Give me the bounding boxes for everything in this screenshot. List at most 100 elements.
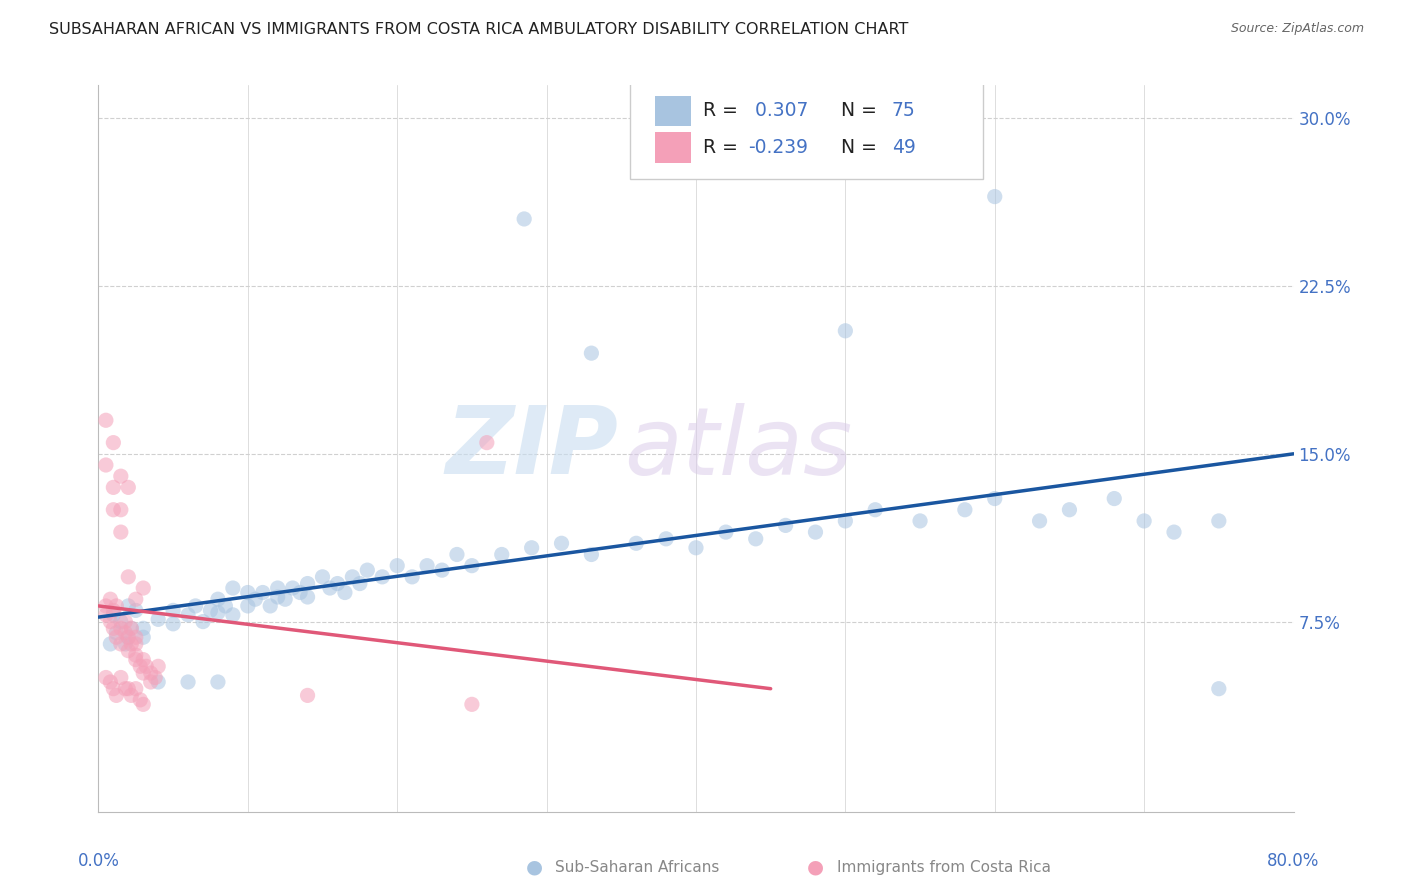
Point bbox=[461, 698, 484, 712]
Point bbox=[139, 675, 162, 690]
Point bbox=[117, 480, 139, 494]
Text: Immigrants from Costa Rica: Immigrants from Costa Rica bbox=[837, 860, 1050, 874]
Point bbox=[117, 570, 139, 584]
Point bbox=[103, 621, 125, 635]
Point bbox=[385, 558, 409, 573]
Point bbox=[114, 681, 136, 696]
Text: ●: ● bbox=[807, 857, 824, 877]
Text: -0.239: -0.239 bbox=[748, 137, 808, 157]
Point bbox=[103, 607, 125, 622]
Point bbox=[98, 615, 122, 629]
Point bbox=[110, 502, 132, 516]
Point bbox=[184, 599, 207, 613]
Point bbox=[1028, 514, 1050, 528]
Point bbox=[288, 585, 311, 599]
Point bbox=[129, 659, 152, 673]
Point bbox=[775, 518, 797, 533]
Point bbox=[953, 502, 976, 516]
Point bbox=[132, 698, 155, 712]
Point bbox=[132, 666, 155, 681]
Point bbox=[1104, 491, 1126, 506]
Point bbox=[143, 671, 166, 685]
Point bbox=[207, 606, 229, 620]
Point bbox=[98, 637, 122, 651]
Point bbox=[1208, 514, 1230, 528]
Point bbox=[984, 491, 1007, 506]
Point bbox=[475, 435, 498, 450]
Point bbox=[135, 659, 157, 673]
Point bbox=[117, 681, 139, 696]
Point bbox=[98, 592, 122, 607]
Point bbox=[110, 469, 132, 483]
Point bbox=[125, 630, 148, 644]
Point bbox=[513, 211, 536, 226]
Point bbox=[103, 603, 125, 617]
Point bbox=[120, 637, 142, 651]
Point bbox=[125, 603, 148, 617]
Point bbox=[416, 558, 439, 573]
Text: 75: 75 bbox=[891, 102, 915, 120]
Point bbox=[281, 581, 304, 595]
Point bbox=[103, 502, 125, 516]
Point bbox=[94, 607, 117, 622]
Text: N =: N = bbox=[828, 102, 883, 120]
Point bbox=[117, 599, 139, 613]
Point bbox=[446, 548, 468, 562]
Point bbox=[297, 576, 319, 591]
Point bbox=[297, 689, 319, 703]
Point bbox=[356, 563, 378, 577]
Point bbox=[125, 648, 148, 662]
Point bbox=[132, 581, 155, 595]
Point bbox=[207, 592, 229, 607]
Point bbox=[94, 671, 117, 685]
Point bbox=[297, 590, 319, 604]
Point bbox=[274, 592, 297, 607]
Point bbox=[311, 570, 333, 584]
Point bbox=[349, 576, 371, 591]
Text: 0.0%: 0.0% bbox=[77, 852, 120, 870]
Point bbox=[834, 514, 856, 528]
Point bbox=[98, 675, 122, 690]
Text: R =: R = bbox=[703, 137, 744, 157]
Point bbox=[132, 652, 155, 666]
Point bbox=[685, 541, 707, 555]
Point bbox=[114, 637, 136, 651]
Point bbox=[114, 615, 136, 629]
FancyBboxPatch shape bbox=[655, 132, 692, 162]
Point bbox=[745, 532, 768, 546]
Point bbox=[222, 607, 245, 622]
Point bbox=[117, 630, 139, 644]
Point bbox=[125, 681, 148, 696]
Point bbox=[714, 525, 737, 540]
Point bbox=[120, 689, 142, 703]
Point bbox=[342, 570, 364, 584]
Point bbox=[804, 525, 827, 540]
Point bbox=[177, 675, 200, 690]
Point bbox=[267, 590, 290, 604]
Point bbox=[984, 189, 1007, 203]
Point bbox=[103, 480, 125, 494]
Text: R =: R = bbox=[703, 102, 744, 120]
Point bbox=[581, 548, 603, 562]
Point bbox=[626, 536, 648, 550]
Point bbox=[94, 599, 117, 613]
Point bbox=[125, 652, 148, 666]
Point bbox=[191, 615, 214, 629]
Point bbox=[200, 603, 222, 617]
Point bbox=[162, 603, 184, 617]
Point bbox=[103, 681, 125, 696]
Point bbox=[259, 599, 281, 613]
Point bbox=[222, 581, 245, 595]
Point bbox=[655, 532, 678, 546]
Point bbox=[120, 621, 142, 635]
Point bbox=[333, 585, 356, 599]
FancyBboxPatch shape bbox=[655, 95, 692, 126]
Point bbox=[326, 576, 349, 591]
Point bbox=[110, 671, 132, 685]
Point bbox=[139, 666, 162, 681]
Point bbox=[148, 612, 170, 626]
Point bbox=[148, 675, 170, 690]
Point bbox=[105, 689, 128, 703]
Point bbox=[1059, 502, 1081, 516]
Point bbox=[401, 570, 423, 584]
